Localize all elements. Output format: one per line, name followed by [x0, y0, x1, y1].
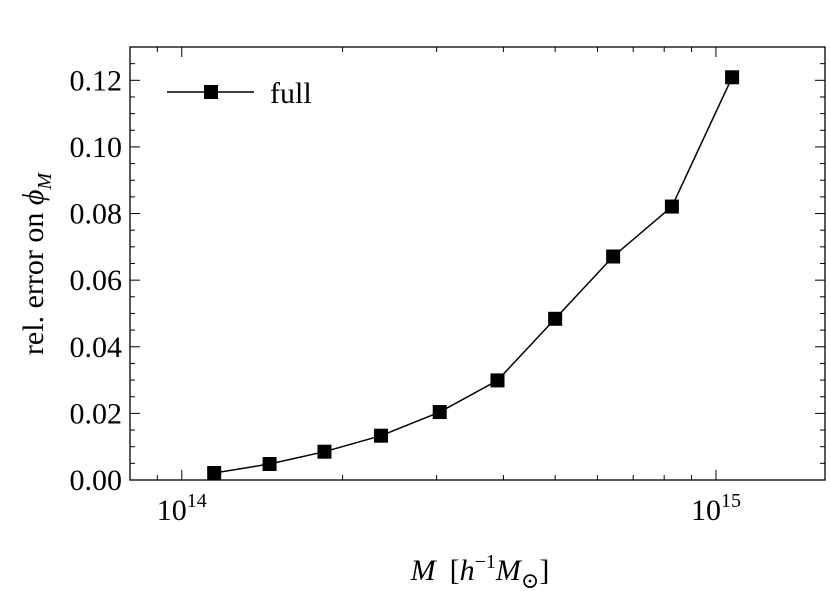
data-point [490, 373, 505, 388]
legend-marker [204, 85, 218, 99]
x-axis-label-close: ] [539, 554, 549, 587]
legend: full [167, 77, 312, 110]
series-layer [207, 70, 740, 481]
y-tick-label: 0.00 [70, 464, 123, 497]
x-axis-label-h: h [460, 554, 475, 587]
y-tick-label: 0.02 [70, 397, 123, 430]
x-axis-label-open: [ [450, 554, 460, 587]
data-point [664, 199, 679, 214]
y-tick-label: 0.10 [70, 131, 123, 164]
y-axis-label-sub: M [34, 172, 56, 191]
x-tick-labels: 1014 1015 [157, 490, 741, 527]
data-point [548, 311, 563, 326]
y-tick-label: 0.12 [70, 64, 123, 97]
axis-ticks [129, 46, 825, 481]
y-tick-label: 0.08 [70, 198, 123, 231]
y-tick-label: 0.04 [70, 331, 123, 364]
data-point [725, 70, 740, 85]
data-point [432, 405, 447, 420]
x-axis-label-sun: ⊙ [521, 568, 539, 591]
x-tick-label: 1014 [157, 490, 207, 527]
y-tick-label: 0.06 [70, 264, 123, 297]
x-axis-label-m2: M [495, 554, 523, 587]
x-axis-label: M [h−1M⊙] [410, 551, 550, 591]
plot-frame [129, 46, 826, 481]
y-axis-label-phi: ϕ [17, 190, 50, 206]
x-axis-label-m: M [410, 554, 438, 587]
data-point [606, 249, 621, 264]
y-axis-label: rel. error on ϕM [17, 172, 56, 355]
data-point [207, 466, 222, 481]
x-tick-label: 1015 [691, 490, 741, 527]
y-axis-label-text: rel. error on [17, 205, 50, 355]
series-line-full [214, 76, 733, 474]
data-point [317, 444, 332, 459]
legend-label: full [270, 77, 312, 110]
data-point [373, 428, 388, 443]
x-axis-label-exp: −1 [475, 551, 496, 573]
y-tick-labels: 0.00 0.02 0.04 0.06 0.08 0.10 0.12 [70, 64, 123, 497]
data-point [262, 457, 277, 472]
